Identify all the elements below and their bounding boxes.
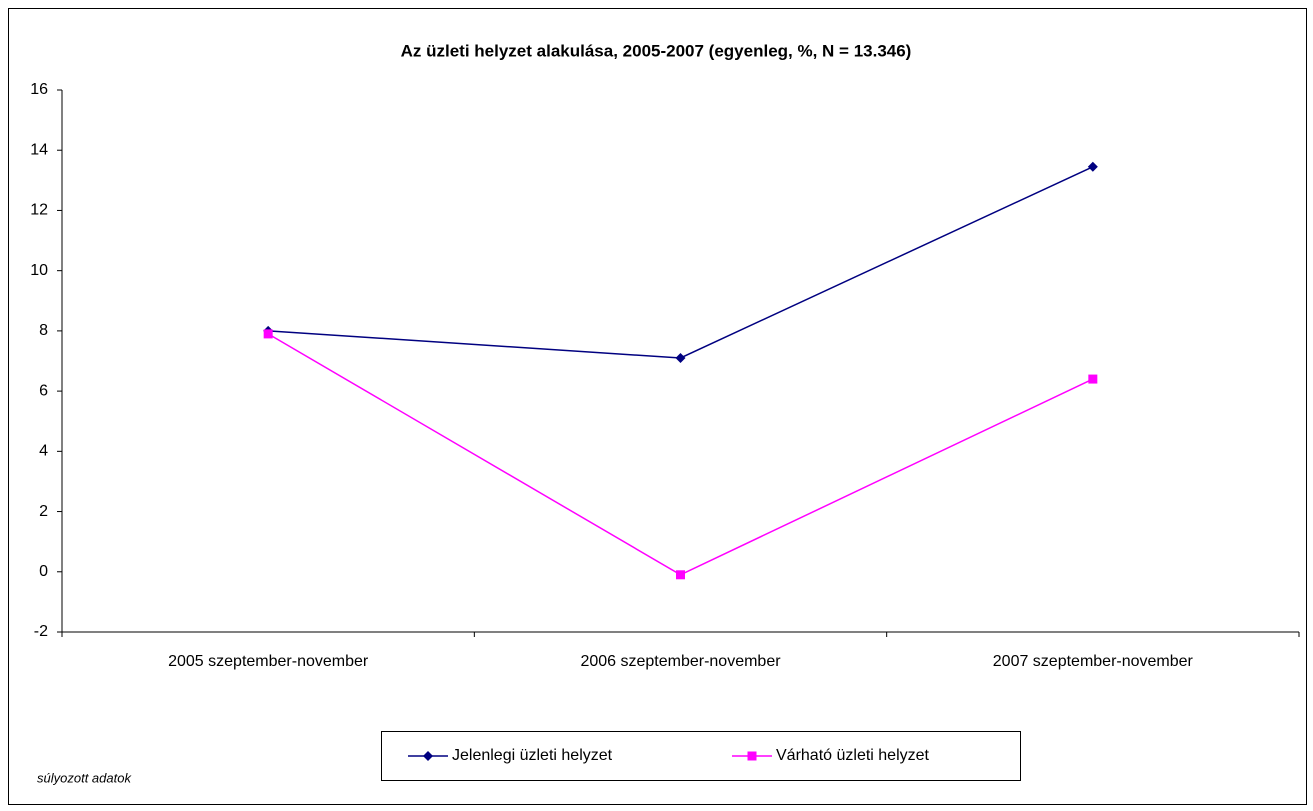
chart-border <box>8 8 1307 805</box>
y-tick-label: 6 <box>39 382 48 399</box>
data-point <box>1087 161 1098 172</box>
legend-marker <box>423 751 433 761</box>
legend-box <box>381 731 1021 781</box>
y-tick-label: 4 <box>39 443 48 460</box>
x-tick-label: 2006 szeptember-november <box>580 653 781 670</box>
y-tick-label: -2 <box>34 623 48 640</box>
data-point <box>676 570 685 580</box>
note: súlyozott adatok <box>37 770 132 785</box>
y-tick-label: 2 <box>39 503 48 520</box>
data-point <box>1088 374 1098 384</box>
y-tick-label: 12 <box>30 202 48 219</box>
data-point <box>675 352 686 363</box>
chart-title: Az üzleti helyzet alakulása, 2005-2007 (… <box>401 41 912 60</box>
x-tick-label: 2007 szeptember-november <box>993 653 1194 670</box>
y-tick-label: 10 <box>30 262 48 279</box>
legend-label: Jelenlegi üzleti helyzet <box>452 747 613 764</box>
y-tick-label: 0 <box>39 563 48 580</box>
y-tick-label: 16 <box>30 81 48 98</box>
y-tick-label: 14 <box>30 141 48 158</box>
legend-label: Várható üzleti helyzet <box>776 747 930 764</box>
y-tick-label: 8 <box>39 322 48 339</box>
legend-marker <box>747 751 757 761</box>
data-point <box>263 329 273 339</box>
x-tick-label: 2005 szeptember-november <box>168 653 369 670</box>
